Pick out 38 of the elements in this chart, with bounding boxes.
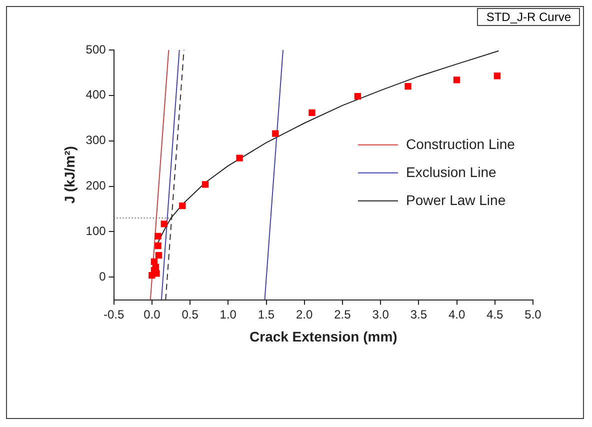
point (308, 109, 316, 116)
x-tick-label: 1.5 (258, 307, 275, 322)
x-tick-label: 5.0 (524, 307, 542, 322)
y-axis-title: J (kJ/m²) (61, 146, 78, 204)
legend-label: Power Law Line (406, 192, 506, 208)
y-tick-label: 500 (86, 42, 106, 56)
x-tick-label: 1.0 (220, 307, 237, 322)
x-tick-label: 3.5 (410, 307, 428, 322)
point (354, 93, 362, 100)
y-tick-label: 0 (99, 269, 106, 284)
x-tick-label: 2.0 (296, 307, 314, 322)
point (154, 242, 162, 250)
x-tick-label: 4.0 (448, 307, 466, 322)
x-tick-label: 0.0 (144, 307, 161, 322)
x-tick-label: 4.5 (486, 307, 504, 322)
point (494, 72, 501, 80)
legend-label: Exclusion Line (406, 164, 496, 180)
point (160, 220, 168, 228)
y-tick-label: 300 (86, 133, 106, 148)
point (453, 76, 460, 84)
y-tick-label: 400 (86, 88, 106, 102)
point (155, 252, 162, 259)
text: STD_J-R Curve (477, 8, 580, 26)
point (236, 154, 243, 162)
legend-label: Construction Line (406, 136, 516, 152)
point (179, 202, 186, 210)
point (150, 258, 158, 265)
point (154, 232, 162, 240)
point (404, 83, 412, 90)
x-tick-label: 2.5 (334, 307, 352, 322)
x-tick-label: 3.0 (372, 307, 390, 322)
x-tick-label: 0.5 (182, 307, 199, 322)
y-tick-label: 100 (86, 224, 106, 238)
point (272, 130, 279, 137)
x-tick-label: -0.5 (103, 307, 124, 322)
point (202, 181, 209, 188)
x-axis-title: Crack Extension (mm) (249, 328, 398, 344)
y-tick-label: 200 (86, 178, 106, 193)
